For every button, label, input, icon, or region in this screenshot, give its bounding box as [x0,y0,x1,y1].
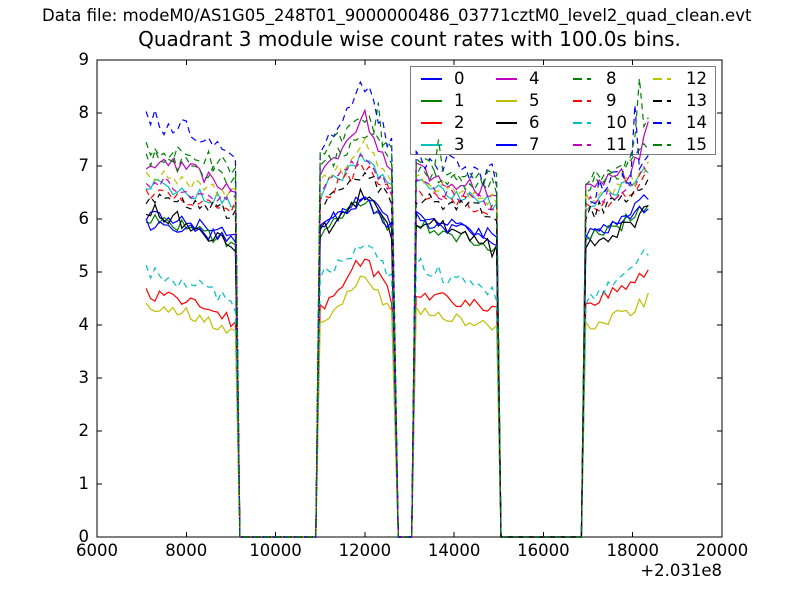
x-axis-offset-label: +2.031e8 [640,561,722,580]
series-line-8 [145,102,649,538]
legend-label-7: 7 [529,135,540,154]
legend-line-sample-15 [653,144,674,146]
legend-entry-3: 3 [421,134,491,156]
legend-label-14: 14 [686,113,707,132]
legend-line-sample-5 [496,100,517,102]
legend-entry-7: 7 [496,134,566,156]
series-line-2 [145,258,649,538]
legend-label-1: 1 [454,91,465,110]
legend-entry-2: 2 [421,112,491,134]
legend-line-sample-8 [573,78,594,80]
legend-entry-4: 4 [496,68,566,90]
series-line-5 [145,275,649,538]
y-tick-label-3: 3 [78,368,90,387]
series-line-13 [145,171,649,538]
legend-line-sample-2 [421,122,442,124]
legend-entry-5: 5 [496,90,566,112]
series-line-1 [146,198,649,538]
legend-line-sample-6 [496,122,517,124]
legend-line-sample-3 [421,144,442,146]
series-line-7 [145,196,649,538]
legend-entry-0: 0 [421,68,491,90]
legend-label-6: 6 [529,113,540,132]
x-tick-label-8000: 8000 [165,541,208,560]
y-tick-label-5: 5 [78,262,90,281]
x-tick-label-10000: 10000 [249,541,302,560]
legend-label-4: 4 [529,69,540,88]
legend-label-2: 2 [454,113,465,132]
legend-label-0: 0 [454,69,465,88]
legend-line-sample-12 [653,78,674,80]
data-file-text: Data file: modeM0/AS1G05_248T01_90000004… [42,6,752,25]
legend-line-sample-13 [653,100,674,102]
chart-title: Quadrant 3 module wise count rates with … [138,27,681,51]
legend-label-11: 11 [606,135,627,154]
legend-entry-14: 14 [653,112,723,134]
legend-entry-13: 13 [653,90,723,112]
x-tick-label-18000: 18000 [606,541,659,560]
y-tick-label-1: 1 [78,474,90,493]
series-line-0 [145,194,649,538]
legend-line-sample-1 [421,100,442,102]
legend-label-3: 3 [454,135,465,154]
series-line-10 [145,244,649,538]
x-tick-label-12000: 12000 [338,541,392,560]
legend-line-sample-14 [653,122,674,124]
legend-line-sample-9 [573,100,594,102]
legend-label-9: 9 [606,91,617,110]
legend-entry-8: 8 [573,68,643,90]
series-line-4 [145,108,649,538]
legend-entry-12: 12 [653,68,723,90]
series-line-12 [145,137,649,538]
x-tick-label-16000: 16000 [517,541,570,560]
legend-label-5: 5 [529,91,540,110]
y-tick-label-6: 6 [78,209,90,228]
y-tick-label-0: 0 [78,527,90,546]
y-tick-label-4: 4 [78,315,90,334]
legend-entry-11: 11 [573,134,643,156]
y-tick-label-2: 2 [78,421,90,440]
series-line-3 [146,151,649,538]
x-tick-label-14000: 14000 [427,541,481,560]
legend: 0 1 2 3 4 5 6 7 8 9 10 11 12 13 14 15 [410,66,716,155]
legend-label-10: 10 [606,113,627,132]
legend-entry-10: 10 [573,112,643,134]
legend-line-sample-11 [573,144,594,146]
legend-line-sample-7 [496,144,517,146]
y-tick-label-7: 7 [78,156,90,175]
x-tick-label-20000: 20000 [695,541,749,560]
y-tick-label-9: 9 [78,50,90,69]
legend-line-sample-4 [496,78,517,80]
x-tick-label-6000: 6000 [76,541,118,560]
y-tick-label-8: 8 [78,103,90,122]
legend-entry-9: 9 [573,90,643,112]
legend-entry-1: 1 [421,90,491,112]
legend-entry-15: 15 [653,134,723,156]
legend-line-sample-0 [421,78,442,80]
series-line-9 [145,161,649,538]
legend-label-8: 8 [606,69,617,88]
legend-label-12: 12 [686,69,707,88]
legend-label-15: 15 [686,135,707,154]
legend-entry-6: 6 [496,112,566,134]
series-line-11 [145,153,649,538]
series-line-6 [145,187,649,538]
legend-line-sample-10 [573,122,594,124]
legend-label-13: 13 [686,91,707,110]
